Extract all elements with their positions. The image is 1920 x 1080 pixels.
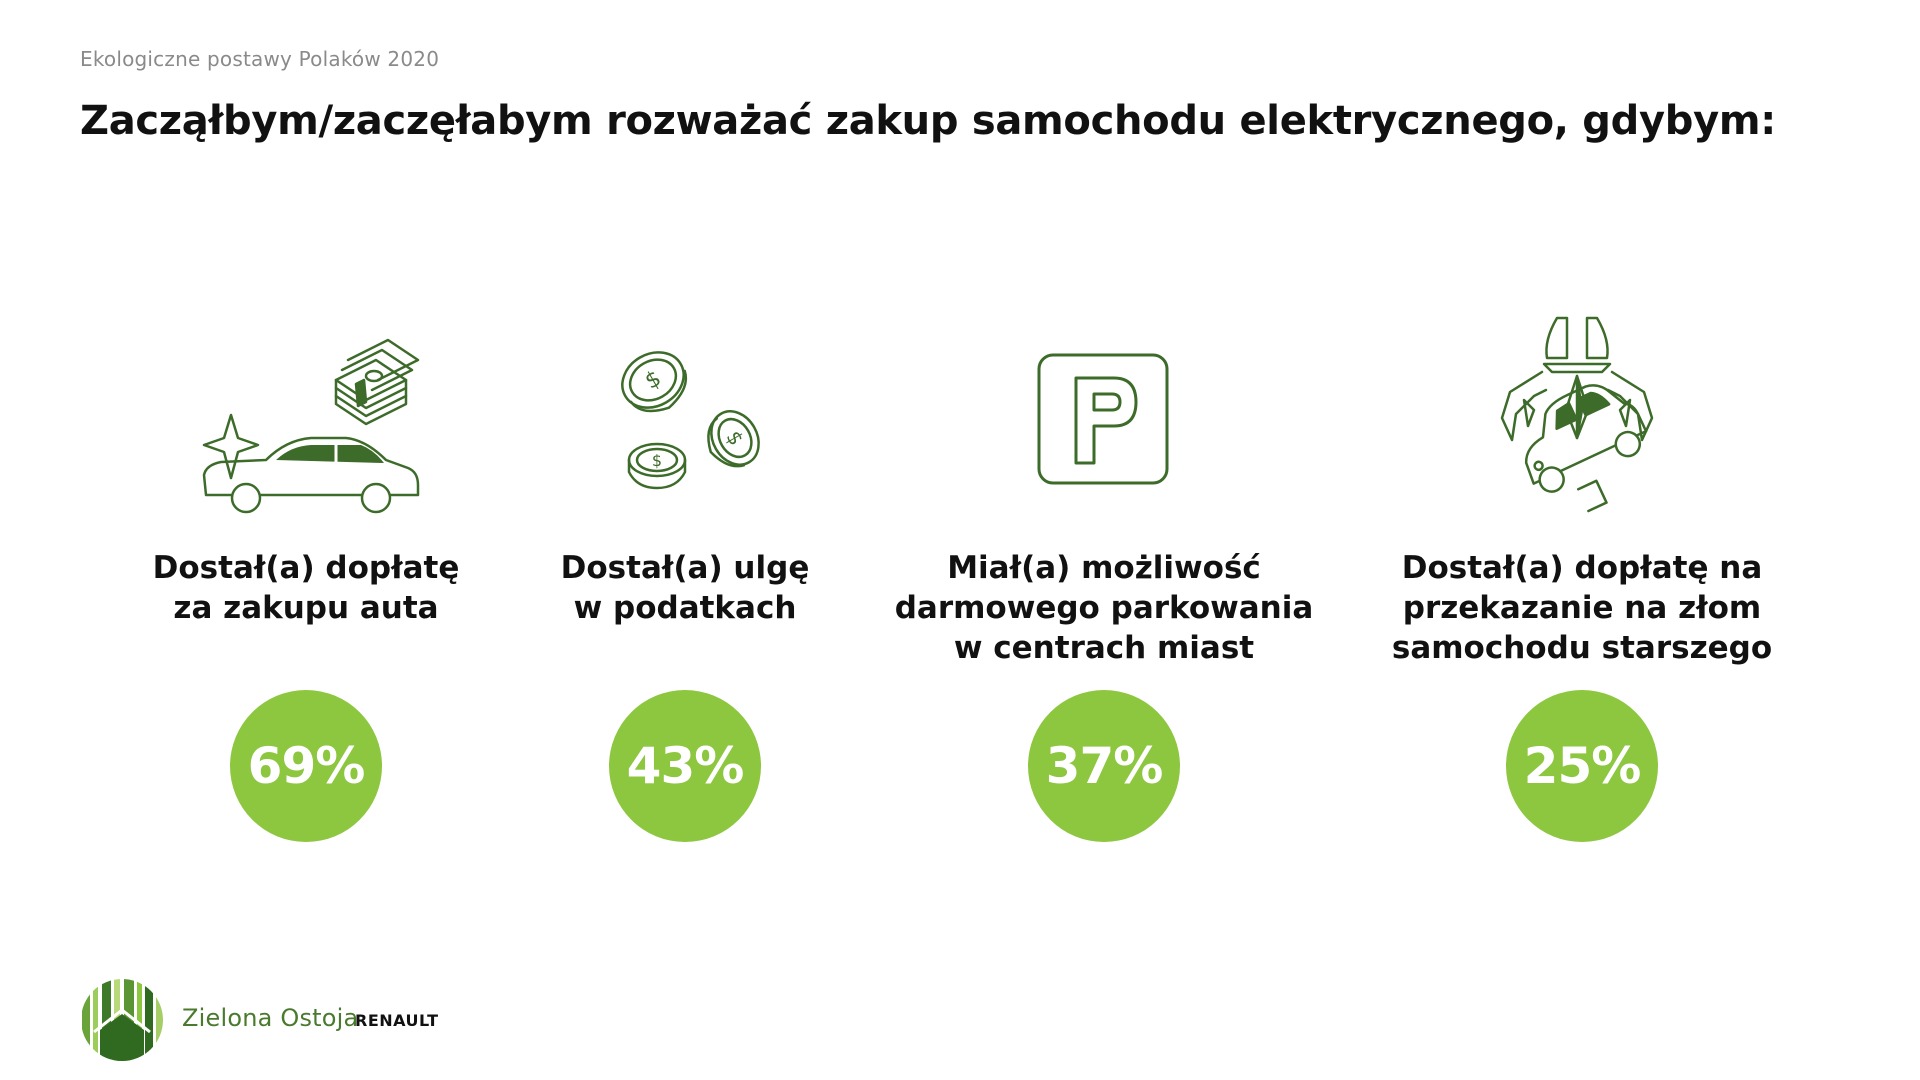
stat-value-badge: 69% xyxy=(230,690,382,842)
stat-card-free-parking: Miał(a) możliwość darmowego parkowania w… xyxy=(884,300,1324,860)
page-subtitle: Ekologiczne postawy Polaków 2020 xyxy=(80,47,440,71)
stat-value-badge: 25% xyxy=(1506,690,1658,842)
stat-label: Dostał(a) dopłatę za zakupu auta xyxy=(152,550,460,626)
stat-card-tax-relief: $ $ $ Dostał(a) ulgę w podatkach 43% xyxy=(465,300,905,860)
stat-value-badge: 37% xyxy=(1028,690,1180,842)
stat-label: Dostał(a) dopłatę na przekazanie na złom… xyxy=(1391,550,1773,666)
stat-value-badge: 43% xyxy=(609,690,761,842)
car-with-money-icon xyxy=(86,300,526,540)
svg-text:$: $ xyxy=(721,426,748,449)
svg-text:$: $ xyxy=(641,366,666,395)
zielona-ostoja-logo xyxy=(80,978,164,1066)
parking-sign-icon xyxy=(884,300,1324,540)
stat-card-subsidy: Dostał(a) dopłatę za zakupu auta 69% xyxy=(86,300,526,860)
stat-label: Miał(a) możliwość darmowego parkowania w… xyxy=(894,550,1314,666)
stat-card-scrappage: Dostał(a) dopłatę na przekazanie na złom… xyxy=(1362,300,1802,860)
coins-icon: $ $ $ xyxy=(465,300,905,540)
scrap-car-claw-icon xyxy=(1362,300,1802,540)
partner-name: RENAULT xyxy=(355,1011,439,1030)
svg-text:$: $ xyxy=(652,451,662,470)
brand-name: Zielona Ostoja xyxy=(182,1004,359,1032)
page-title: Zacząłbym/zaczęłabym rozważać zakup samo… xyxy=(80,98,1776,144)
stat-label: Dostał(a) ulgę w podatkach xyxy=(560,550,810,626)
